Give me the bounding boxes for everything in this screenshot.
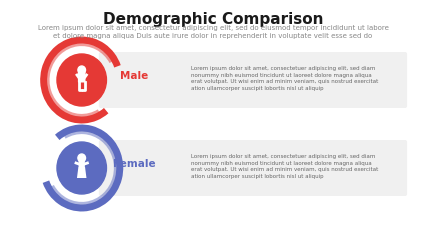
Text: Demographic Comparison: Demographic Comparison	[103, 12, 323, 27]
Circle shape	[78, 66, 86, 74]
FancyBboxPatch shape	[99, 52, 407, 108]
Circle shape	[63, 61, 100, 99]
Circle shape	[57, 54, 106, 106]
Circle shape	[63, 149, 100, 187]
FancyBboxPatch shape	[78, 160, 85, 167]
Text: Female: Female	[113, 159, 155, 169]
FancyBboxPatch shape	[78, 72, 86, 83]
Text: Lorem ipsum dolor sit amet, consectetuer adipiscing elit, sed diam
nonummy nibh : Lorem ipsum dolor sit amet, consectetuer…	[191, 154, 378, 179]
Text: Lorem ipsum dolor sit amet, consectetuer adipiscing elit, sed diam
nonummy nibh : Lorem ipsum dolor sit amet, consectetuer…	[191, 66, 378, 91]
Polygon shape	[77, 167, 86, 178]
Circle shape	[78, 154, 86, 162]
Text: Lorem ipsum dolor sit amet, consectetur adipiscing elit, sed do eiusmod tempor i: Lorem ipsum dolor sit amet, consectetur …	[37, 25, 389, 39]
FancyBboxPatch shape	[99, 140, 407, 196]
Circle shape	[57, 142, 106, 194]
Text: Male: Male	[120, 71, 148, 81]
